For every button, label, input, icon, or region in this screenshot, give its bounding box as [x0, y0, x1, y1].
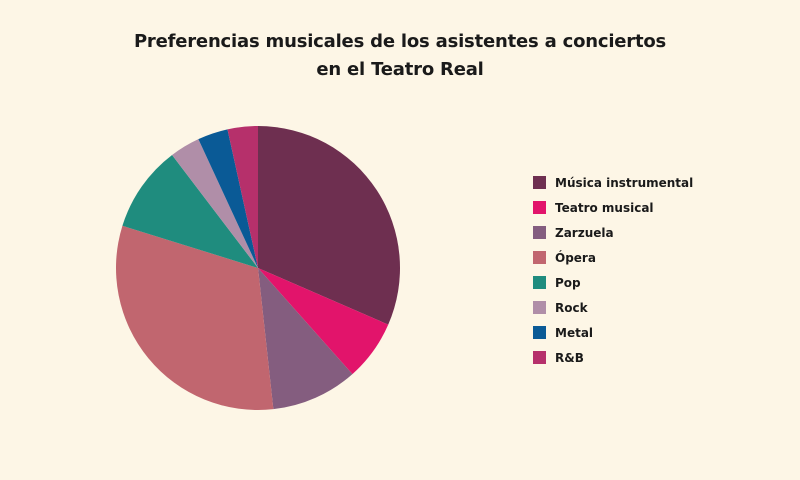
legend-item-metal: Metal [533, 320, 793, 345]
pie-slice-rock [172, 139, 258, 268]
legend-item-zarzuela: Zarzuela [533, 220, 793, 245]
legend-swatch [533, 201, 546, 214]
legend-swatch [533, 251, 546, 264]
chart-title: Preferencias musicales de los asistentes… [0, 28, 800, 84]
legend-label: Rock [555, 300, 588, 315]
legend-label: Zarzuela [555, 225, 614, 240]
legend-label: R&B [555, 350, 584, 365]
pie-slice-r-b [227, 126, 258, 268]
legend-swatch [533, 301, 546, 314]
chart-title-line-2: en el Teatro Real [316, 59, 484, 80]
legend-swatch [533, 226, 546, 239]
legend-label: Pop [555, 275, 581, 290]
legend-item-teatro-musical: Teatro musical [533, 195, 793, 220]
legend-label: Música instrumental [555, 175, 694, 190]
legend-item-r-b: R&B [533, 345, 793, 370]
legend-item-rock: Rock [533, 295, 793, 320]
pie-slice-pop [122, 154, 258, 268]
chart-title-line-1: Preferencias musicales de los asistentes… [133, 31, 667, 52]
legend-swatch [533, 351, 546, 364]
legend-label: Metal [555, 325, 594, 340]
legend-item-opera: Ópera [533, 245, 793, 270]
pie-slice-teatro-musical [258, 268, 389, 375]
legend-item-pop: Pop [533, 270, 793, 295]
pie-slice-musica-instrumental [258, 126, 401, 325]
legend-swatch [533, 326, 546, 339]
legend-swatch [533, 176, 546, 189]
chart-legend: Música instrumental Teatro musical Zarzuel… [533, 170, 793, 370]
pie-slice-zarzuela [258, 268, 353, 410]
legend-label: Ópera [555, 250, 596, 265]
legend-label: Teatro musical [555, 200, 654, 215]
pie-slice-opera [116, 225, 274, 410]
pie-slice-metal [198, 129, 258, 268]
legend-swatch [533, 276, 546, 289]
legend-item-musica-instrumental: Música instrumental [533, 170, 793, 195]
